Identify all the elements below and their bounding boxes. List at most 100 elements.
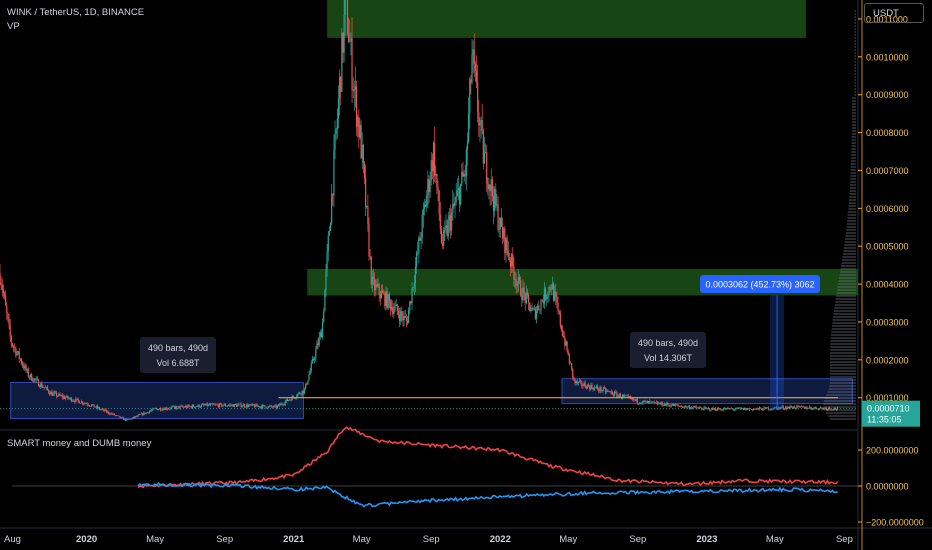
y-tick-label: 0.0007000 <box>866 166 909 176</box>
y-tick-label: 0.0008000 <box>866 128 909 138</box>
candle-body <box>0 272 1 283</box>
candle-body <box>488 184 490 190</box>
candle-body <box>666 403 668 406</box>
candle-body <box>829 407 831 409</box>
candle-body <box>517 277 520 284</box>
candle-body <box>567 351 569 355</box>
candle-body <box>544 288 547 300</box>
candle-body <box>139 414 141 416</box>
candle-body <box>37 379 40 387</box>
candle-body <box>180 405 182 407</box>
candle-body <box>697 407 699 409</box>
candle-body <box>436 173 438 188</box>
volume-profile-bar <box>854 55 856 57</box>
candle-body <box>655 402 658 403</box>
candle-body <box>240 403 242 407</box>
candle-body <box>797 405 799 407</box>
candle-body <box>653 401 655 403</box>
candle-body <box>323 311 325 322</box>
candle-body <box>787 406 789 410</box>
volume-profile-bar <box>849 196 856 198</box>
candle-body <box>735 409 737 410</box>
volume-profile-bar <box>851 160 856 162</box>
candle-body <box>775 407 778 408</box>
volume-profile-bar <box>851 127 856 129</box>
candle-body <box>95 406 97 408</box>
candle-body <box>60 395 62 396</box>
candle-body <box>612 394 615 396</box>
candle-body <box>111 413 113 415</box>
candle-body <box>46 387 49 390</box>
candle-body <box>239 403 241 405</box>
candle-body <box>341 32 343 92</box>
candle-body <box>628 396 630 398</box>
candle-body <box>110 413 112 415</box>
candle-body <box>292 396 294 398</box>
candle-body <box>576 381 578 384</box>
candle-body <box>482 130 484 164</box>
candle-body <box>389 300 392 310</box>
candle-body <box>6 305 8 314</box>
candle-body <box>607 390 609 392</box>
candle-body <box>781 406 783 408</box>
currency-button[interactable]: USDT <box>864 3 924 23</box>
candle-body <box>363 163 366 178</box>
volume-profile-bar <box>837 286 856 288</box>
candle-body <box>199 406 201 408</box>
candle-body <box>580 380 582 382</box>
candle-body <box>715 410 718 411</box>
volume-profile-bar <box>854 70 856 72</box>
candle-body <box>362 145 364 164</box>
candle-body <box>534 308 537 319</box>
candle-body <box>108 411 110 414</box>
volume-profile-bar <box>846 226 856 228</box>
candle-body <box>127 419 129 421</box>
candle-body <box>311 358 314 364</box>
candle-body <box>209 404 212 406</box>
candle-body <box>732 408 735 410</box>
candle-body <box>815 406 817 409</box>
candle-body <box>582 385 584 387</box>
x-tick-label: Sep <box>216 534 233 545</box>
candle-body <box>435 173 437 176</box>
candle-body <box>157 409 160 411</box>
candle-body <box>25 365 27 371</box>
candle-body <box>43 387 45 389</box>
candle-body <box>45 387 48 388</box>
volume-profile-bar <box>830 355 856 357</box>
candle-body <box>611 392 613 395</box>
indicator-vp-label[interactable]: VP <box>7 21 20 32</box>
candle-body <box>460 183 462 205</box>
candle-body <box>302 390 304 394</box>
candle-body <box>384 293 386 307</box>
candle-body <box>306 383 308 385</box>
volume-profile-bar <box>831 331 856 333</box>
candle-body <box>16 352 18 356</box>
candle-body <box>372 276 375 279</box>
candle-body <box>129 418 131 420</box>
candle-body <box>623 395 625 397</box>
candle-body <box>397 311 400 315</box>
volume-profile-bar <box>848 205 856 207</box>
candle-body <box>621 395 624 398</box>
candle-body <box>245 406 247 408</box>
candle-body <box>495 189 497 206</box>
volume-profile-bar <box>831 334 856 336</box>
volume-profile-bar <box>854 13 856 15</box>
candle-body <box>669 405 671 407</box>
candle-body <box>736 407 738 410</box>
candle-body <box>746 408 748 411</box>
candle-body <box>49 392 51 395</box>
candle-body <box>505 238 507 254</box>
candle-body <box>710 410 712 411</box>
volume-profile-bar <box>835 298 856 300</box>
volume-profile-bar <box>830 364 856 366</box>
candle-body <box>11 343 14 347</box>
candle-body <box>212 403 214 405</box>
candle-body <box>782 406 784 409</box>
candle-body <box>683 406 685 408</box>
candle-body <box>66 395 68 398</box>
volume-profile-bar <box>854 46 856 48</box>
candle-body <box>554 291 556 301</box>
